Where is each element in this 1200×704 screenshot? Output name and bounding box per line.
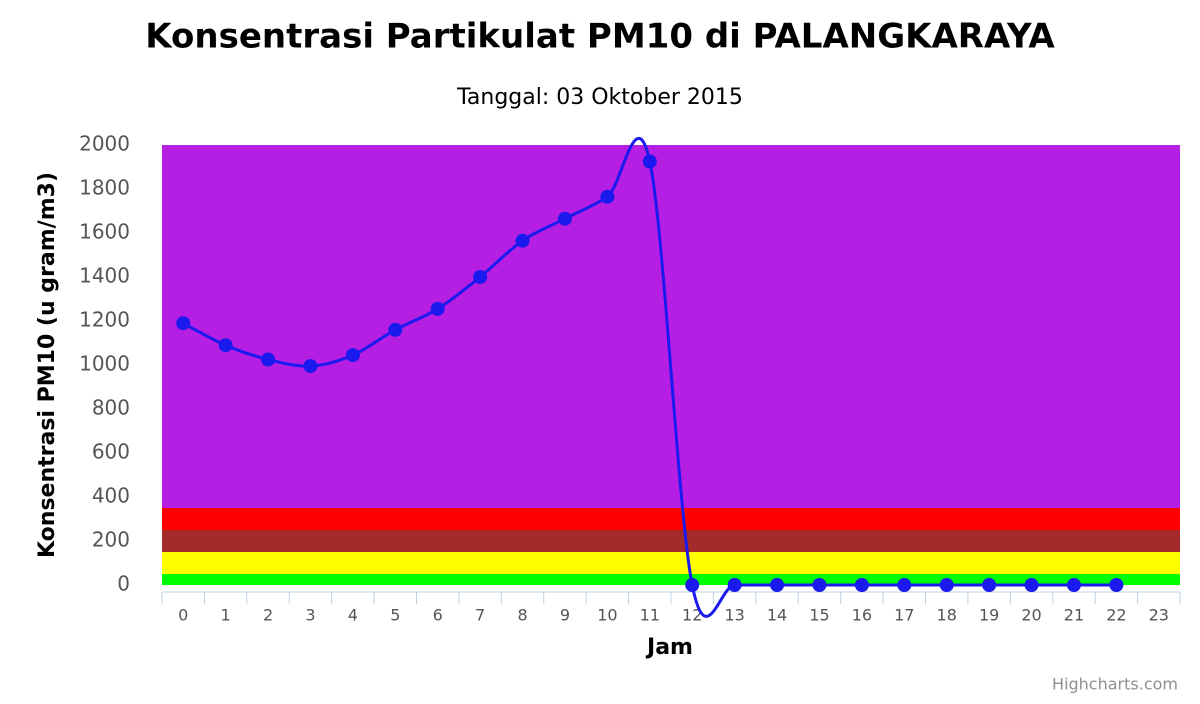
x-tick-label: 17 — [894, 606, 914, 625]
chart-subtitle: Tanggal: 03 Oktober 2015 — [456, 85, 743, 110]
x-tick-label: 13 — [724, 606, 744, 625]
point-marker — [812, 578, 827, 592]
x-tick-label: 1 — [221, 606, 231, 625]
point-marker — [727, 578, 742, 592]
x-axis-title: Jam — [645, 635, 693, 660]
x-tick-label: 3 — [305, 606, 315, 625]
plot-band — [162, 552, 1180, 574]
y-tick-label: 1600 — [79, 220, 130, 244]
y-tick-label: 800 — [92, 396, 130, 420]
x-tick-label: 12 — [682, 606, 702, 625]
y-tick-label: 200 — [92, 528, 130, 552]
y-tick-label: 400 — [92, 484, 130, 508]
point-marker — [473, 270, 488, 284]
x-tick-label: 9 — [560, 606, 570, 625]
x-tick-label: 18 — [937, 606, 957, 625]
point-marker — [600, 189, 615, 204]
point-marker — [261, 352, 276, 367]
credits[interactable]: Highcharts.com — [1052, 675, 1178, 694]
point-marker — [303, 359, 318, 374]
x-tick-label: 0 — [178, 606, 188, 625]
point-marker — [642, 154, 657, 169]
point-marker — [939, 578, 954, 592]
point-marker — [515, 233, 530, 248]
x-tick-label: 7 — [475, 606, 485, 625]
point-marker — [176, 316, 191, 331]
point-marker — [1109, 578, 1124, 592]
x-tick-label: 22 — [1106, 606, 1126, 625]
y-tick-label: 2000 — [79, 132, 130, 156]
x-tick-label: 20 — [1021, 606, 1041, 625]
x-tick-label: 4 — [348, 606, 358, 625]
x-tick-label: 15 — [809, 606, 829, 625]
y-tick-label: 1400 — [79, 264, 130, 288]
x-tick-label: 16 — [852, 606, 872, 625]
y-tick-label: 1000 — [79, 352, 130, 376]
point-marker — [345, 348, 360, 363]
x-tick-label: 6 — [433, 606, 443, 625]
x-tick-label: 2 — [263, 606, 273, 625]
point-marker — [982, 578, 997, 592]
point-marker — [854, 578, 869, 592]
y-tick-label: 0 — [117, 572, 130, 596]
point-marker — [1066, 578, 1081, 592]
x-tick-label: 21 — [1064, 606, 1084, 625]
point-marker — [1024, 578, 1039, 592]
x-tick-label: 8 — [517, 606, 527, 625]
x-tick-label: 23 — [1149, 606, 1169, 625]
plot-band — [162, 530, 1180, 552]
point-marker — [218, 338, 233, 353]
x-tick-label: 14 — [767, 606, 787, 625]
point-marker — [388, 322, 403, 337]
chart-title: Konsentrasi Partikulat PM10 di PALANGKAR… — [145, 17, 1055, 57]
point-marker — [897, 578, 912, 592]
y-axis-title: Konsentrasi PM10 (u gram/m3) — [35, 172, 60, 558]
plot-band — [162, 145, 1180, 508]
y-tick-label: 1800 — [79, 176, 130, 200]
x-tick-label: 10 — [597, 606, 617, 625]
y-tick-label: 600 — [92, 440, 130, 464]
plot-band — [162, 508, 1180, 530]
point-marker — [430, 301, 445, 316]
y-tick-label: 1200 — [79, 308, 130, 332]
x-tick-label: 5 — [390, 606, 400, 625]
x-tick-label: 19 — [979, 606, 999, 625]
plot-band — [162, 574, 1180, 585]
point-marker — [685, 578, 700, 592]
point-marker — [557, 211, 572, 226]
point-marker — [770, 578, 785, 592]
x-tick-label: 11 — [640, 606, 660, 625]
